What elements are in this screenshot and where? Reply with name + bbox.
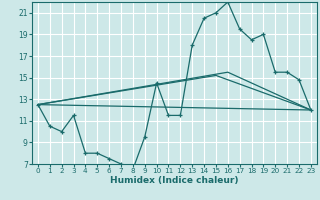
X-axis label: Humidex (Indice chaleur): Humidex (Indice chaleur) — [110, 176, 239, 185]
